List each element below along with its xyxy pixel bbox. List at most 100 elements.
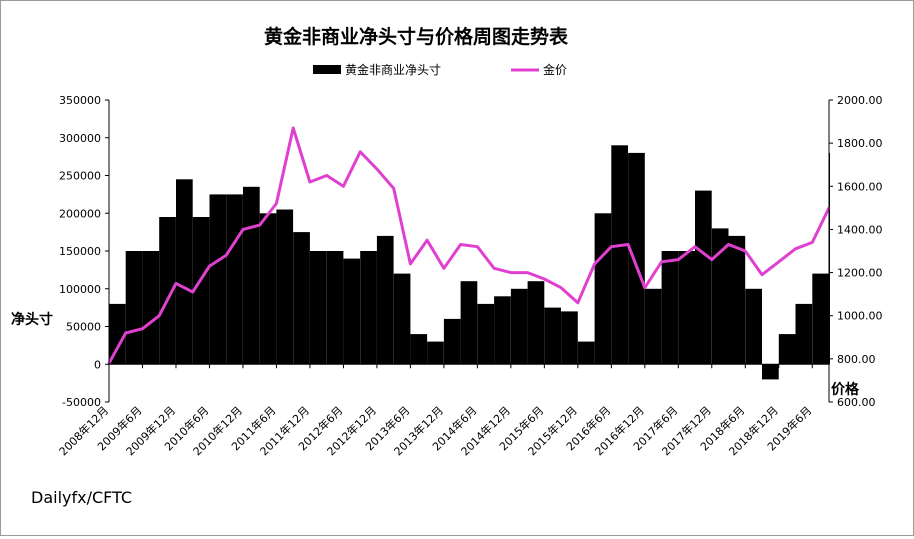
bar-position <box>460 281 478 365</box>
bar-position <box>142 251 160 365</box>
bar-position <box>494 296 511 365</box>
y-right-tick-label: 800.00 <box>837 353 876 366</box>
y-left-tick-label: 300000 <box>59 132 101 145</box>
price-point <box>191 290 194 294</box>
price-point <box>794 247 797 250</box>
bar-position <box>226 194 243 365</box>
y-right-tick-label: 1400.00 <box>837 223 883 236</box>
bar-position <box>628 152 645 365</box>
bar-position <box>795 303 813 365</box>
bar-position <box>209 194 227 365</box>
price-point <box>643 286 646 289</box>
bar-position <box>728 235 746 365</box>
bar-position <box>778 334 796 365</box>
price-point <box>610 245 613 248</box>
price-point <box>342 185 345 188</box>
bar-position <box>276 209 294 365</box>
price-point <box>241 228 245 231</box>
price-line <box>107 126 831 364</box>
price-point <box>459 243 462 246</box>
y-right-tick-label: 1200.00 <box>837 267 883 280</box>
price-point <box>811 241 814 244</box>
price-point <box>660 260 663 263</box>
price-point <box>476 245 479 248</box>
price-point <box>576 301 579 304</box>
bar-position <box>360 251 377 365</box>
price-point <box>710 258 713 261</box>
price-point <box>442 267 446 270</box>
price-point <box>124 331 127 335</box>
bar-position <box>192 217 210 365</box>
price-point <box>492 267 496 270</box>
bar-position <box>594 213 612 365</box>
bar-position <box>427 341 444 365</box>
y-left-tick-label: 350000 <box>59 94 101 107</box>
y-left-tick-label: -50000 <box>62 396 101 409</box>
y-left-tick-label: 100000 <box>59 283 101 296</box>
price-point <box>258 223 261 227</box>
bar-position <box>510 288 528 365</box>
bar-position <box>745 288 762 365</box>
bar-position <box>125 251 143 365</box>
bar-position <box>644 288 662 365</box>
bar-position <box>762 364 779 380</box>
price-point <box>593 262 596 266</box>
bar-position <box>678 251 695 365</box>
bar-position <box>243 186 260 365</box>
y-right-tick-label: 1000.00 <box>837 310 883 323</box>
price-point <box>559 286 563 289</box>
y-left-tick-label: 200000 <box>59 207 101 220</box>
y-axis-right-title: 价格 <box>831 381 860 398</box>
bar-position <box>309 251 327 365</box>
source-label: Dailyfx/CFTC <box>31 488 132 507</box>
bar-position <box>410 334 428 365</box>
bar-position <box>376 235 394 365</box>
bar-position <box>661 251 679 365</box>
y-right-tick-label: 600.00 <box>837 396 876 409</box>
bar-position <box>343 258 361 365</box>
chart-title: 黄金非商业净头寸与价格周图走势表 <box>264 25 569 48</box>
price-point <box>693 245 697 248</box>
legend-label-position: 黄金非商业净头寸 <box>345 62 441 77</box>
bar-position <box>611 145 628 365</box>
bar-position <box>577 341 595 365</box>
y-left-tick-label: 0 <box>94 358 101 371</box>
price-point <box>777 260 780 263</box>
price-point <box>308 180 312 184</box>
bar-position <box>109 303 126 365</box>
price-point <box>626 243 630 246</box>
price-point <box>359 150 362 153</box>
legend-swatch-position <box>313 65 341 74</box>
price-point <box>275 202 278 205</box>
y-left-tick-label: 150000 <box>59 245 101 258</box>
bar-position <box>477 303 495 365</box>
price-point <box>158 314 161 317</box>
y-left-tick-label: 50000 <box>66 321 101 334</box>
bar-position <box>293 232 310 365</box>
price-point <box>425 239 429 242</box>
price-point <box>409 262 412 266</box>
price-point <box>744 249 747 253</box>
bar-position <box>176 179 193 365</box>
price-point <box>174 282 178 285</box>
y-axis-left-title: 净头寸 <box>11 311 53 328</box>
bar-position <box>443 318 461 365</box>
price-point <box>543 277 546 281</box>
bar-position <box>695 190 712 365</box>
price-point <box>325 174 328 177</box>
price-point <box>727 243 730 246</box>
bar-position <box>326 251 344 365</box>
price-point <box>677 258 680 261</box>
y-left-tick-label: 250000 <box>59 170 101 183</box>
legend-label-price: 金价 <box>543 62 567 77</box>
legend: 黄金非商业净头寸 金价 <box>313 62 567 77</box>
y-right-tick-label: 1600.00 <box>837 180 883 193</box>
price-point <box>526 271 529 274</box>
bar-position <box>527 281 545 365</box>
bar-position <box>393 273 411 365</box>
price-point <box>141 327 144 330</box>
price-point <box>225 254 228 257</box>
bar-position <box>812 273 829 365</box>
bar-position <box>711 228 729 365</box>
